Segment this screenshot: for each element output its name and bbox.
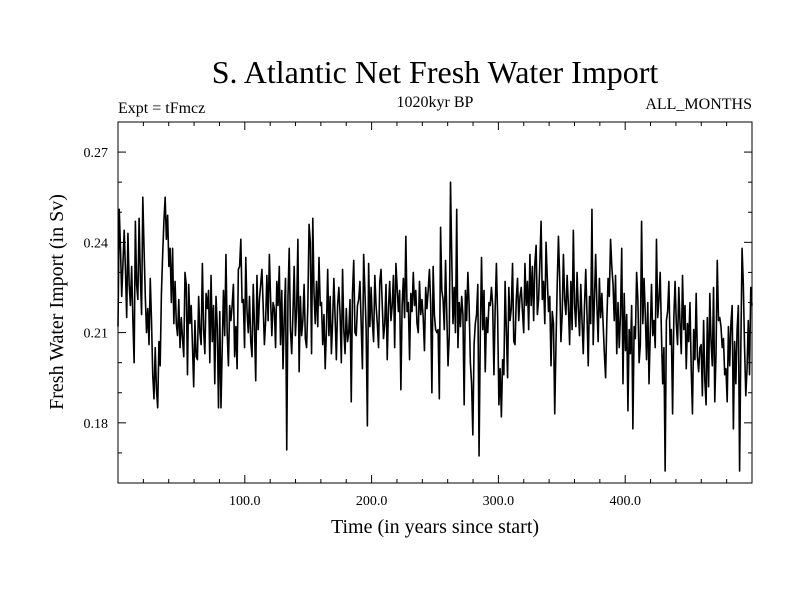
plot-frame [117, 121, 753, 484]
fresh-water-import-line [117, 181, 753, 472]
y-tick-label: 0.21 [84, 327, 109, 342]
y-tick-label: 0.27 [84, 146, 109, 161]
chart-subtitle: 1020kyr BP [396, 94, 474, 111]
x-axis-label: Time (in years since start) [331, 516, 539, 538]
y-tick-label: 0.24 [84, 236, 109, 251]
y-axis-label: Fresh Water Import (in Sv) [46, 194, 68, 410]
axis-ticks [118, 122, 752, 483]
chart-title: S. Atlantic Net Fresh Water Import [211, 54, 659, 90]
x-tick-label: 300.0 [483, 494, 515, 509]
tick-labels: 100.0 200.0 300.0 400.0 0.18 0.21 0.24 0.27 [84, 146, 641, 509]
months-label: ALL_MONTHS [645, 96, 752, 113]
x-tick-label: 400.0 [609, 494, 641, 509]
x-tick-label: 200.0 [356, 494, 388, 509]
x-tick-label: 100.0 [229, 494, 261, 509]
y-tick-label: 0.18 [84, 417, 109, 432]
experiment-label: Expt = tFmcz [118, 100, 206, 117]
